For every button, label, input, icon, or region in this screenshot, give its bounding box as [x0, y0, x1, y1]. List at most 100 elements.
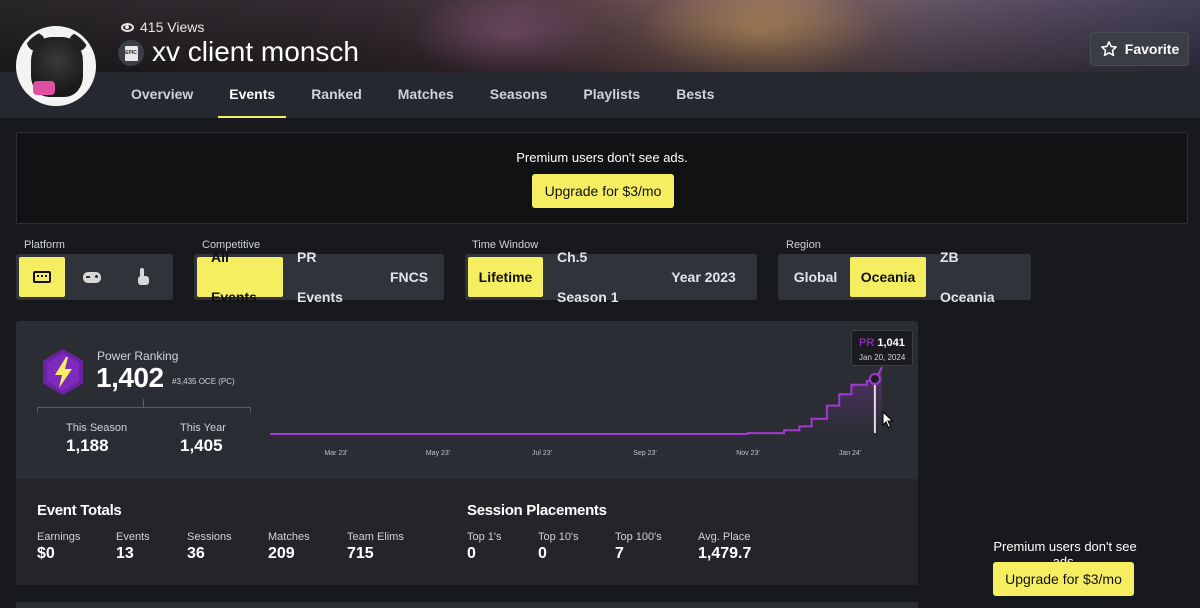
tooltip-date: Jan 20, 2024: [859, 353, 906, 362]
filter-pr-events[interactable]: PR Events: [297, 249, 343, 305]
this-season-value: 1,188: [66, 436, 109, 455]
filter-ch5-season1[interactable]: Ch.5 Season 1: [557, 249, 619, 305]
avatar: [16, 26, 96, 106]
stat-label: Earnings: [37, 531, 81, 543]
epic-games-icon: EPIC: [124, 45, 138, 61]
favorite-label: Favorite: [1124, 41, 1180, 57]
stat-label: Matches: [268, 531, 310, 543]
view-count-text: 415 Views: [140, 19, 205, 35]
tooltip-value: PR 1,041: [859, 337, 905, 349]
platform-touch-button[interactable]: [120, 257, 166, 297]
touch-icon: [137, 268, 149, 286]
stat-label: Top 1's: [467, 531, 502, 543]
x-tick-label: Jan 24': [839, 450, 861, 457]
mouse-cursor-icon: [882, 411, 894, 429]
platform-gamepad-button[interactable]: [69, 257, 115, 297]
tab-events[interactable]: Events: [218, 72, 287, 118]
divider: [37, 407, 251, 408]
stat-value: 209: [268, 545, 295, 562]
x-tick-label: Sep 23': [633, 450, 657, 457]
stat-value: 1,479.7: [698, 545, 752, 562]
gamepad-icon: [83, 271, 102, 283]
profile-header: [0, 0, 1200, 118]
this-year-value: 1,405: [180, 436, 223, 455]
x-tick-label: Jul 23': [532, 450, 552, 457]
stat-value: 0: [467, 545, 476, 562]
time-window-filter: Lifetime Ch.5 Season 1 Year 2023: [465, 249, 757, 305]
epic-platform-badge: EPIC: [118, 40, 144, 66]
filter-oceania[interactable]: Oceania: [850, 257, 926, 297]
event-totals-title: Event Totals: [37, 502, 122, 519]
power-ranking-panel: Power Ranking 1,402 #3,435 OCE (PC) This…: [16, 321, 918, 479]
divider-tick: [37, 407, 38, 413]
stat-value: 7: [615, 545, 624, 562]
favorite-button[interactable]: Favorite: [1090, 32, 1189, 66]
region-filter-label: Region: [786, 239, 821, 251]
avatar-accent: [33, 81, 55, 95]
tab-ranked[interactable]: Ranked: [311, 86, 362, 102]
stat-value: 13: [116, 545, 134, 562]
stat-value: $0: [37, 545, 55, 562]
tooltip-pr-label: PR: [859, 337, 875, 349]
banner-art-2: [640, 0, 880, 80]
chart-tooltip: PR 1,041 Jan 20, 2024: [851, 330, 913, 366]
x-tick-label: Mar 23': [324, 450, 347, 457]
side-upgrade-button[interactable]: Upgrade for $3/mo: [993, 562, 1134, 596]
filter-zb-oceania[interactable]: ZB Oceania: [940, 249, 995, 305]
event-totals-panel: Event Totals Earnings $0 Events 13 Sessi…: [16, 479, 918, 585]
stat-label: Events: [116, 531, 150, 543]
stat-value: 36: [187, 545, 205, 562]
this-season-label: This Season: [66, 422, 128, 434]
power-ranking-label: Power Ranking: [97, 349, 179, 363]
stat-label: Team Elims: [347, 531, 404, 543]
x-tick-label: Nov 23': [736, 450, 760, 457]
divider-tick: [250, 407, 251, 413]
stat-label: Sessions: [187, 531, 232, 543]
power-ranking-icon: [43, 349, 83, 395]
region-filter: Global Oceania ZB Oceania: [778, 249, 1031, 305]
tab-matches[interactable]: Matches: [397, 86, 454, 102]
banner-art: [410, 0, 610, 80]
filter-year-2023[interactable]: Year 2023: [671, 269, 736, 285]
platform-keyboard-button[interactable]: [19, 257, 66, 297]
stat-label: Top 100's: [615, 531, 662, 543]
power-ranking-chart: Mar 23' May 23' Jul 23' Sep 23' Nov 23' Jan 2…: [270, 366, 883, 457]
player-name: xv client monsch: [152, 36, 359, 67]
power-ranking-rank: #3,435 OCE (PC): [172, 377, 235, 386]
session-placements-title: Session Placements: [467, 502, 607, 519]
chart-area: [270, 367, 882, 434]
divider-tick: [143, 399, 144, 407]
filter-all-events[interactable]: All Events: [197, 249, 283, 305]
star-icon: [1100, 41, 1117, 57]
competitive-filter: All Events PR Events FNCS: [194, 249, 444, 305]
profile-tabs: Overview Events Ranked Matches Seasons P…: [120, 72, 739, 118]
competitive-filter-label: Competitive: [202, 239, 261, 251]
keyboard-icon: [33, 271, 52, 283]
profile-banner: [0, 0, 1200, 80]
x-tick-label: May 23': [426, 450, 450, 457]
eye-icon: [121, 22, 134, 32]
ad-text: Premium users don't see ads.: [516, 150, 688, 165]
stat-label: Avg. Place: [698, 531, 751, 543]
filter-fncs[interactable]: FNCS: [389, 269, 429, 285]
upgrade-button[interactable]: Upgrade for $3/mo: [532, 174, 674, 208]
tab-playlists[interactable]: Playlists: [583, 86, 641, 102]
chart-line: [270, 366, 883, 435]
next-panel-edge: [16, 602, 918, 608]
stat-value: 715: [347, 545, 374, 562]
stat-value: 0: [538, 545, 547, 562]
time-window-filter-label: Time Window: [472, 239, 539, 251]
tab-bar: [0, 72, 1200, 118]
chart-hover-point[interactable]: [868, 373, 881, 385]
platform-filter: [16, 254, 173, 300]
filter-global[interactable]: Global: [793, 269, 838, 285]
platform-filter-label: Platform: [24, 239, 65, 251]
view-count: 415 Views: [121, 19, 204, 35]
stat-label: Top 10's: [538, 531, 579, 543]
tab-seasons[interactable]: Seasons: [489, 86, 548, 102]
tab-overview[interactable]: Overview: [131, 86, 194, 102]
tab-bests[interactable]: Bests: [676, 86, 715, 102]
ad-banner: Premium users don't see ads. Upgrade for…: [16, 132, 1188, 224]
filter-lifetime[interactable]: Lifetime: [468, 257, 543, 297]
this-year-label: This Year: [180, 422, 226, 434]
